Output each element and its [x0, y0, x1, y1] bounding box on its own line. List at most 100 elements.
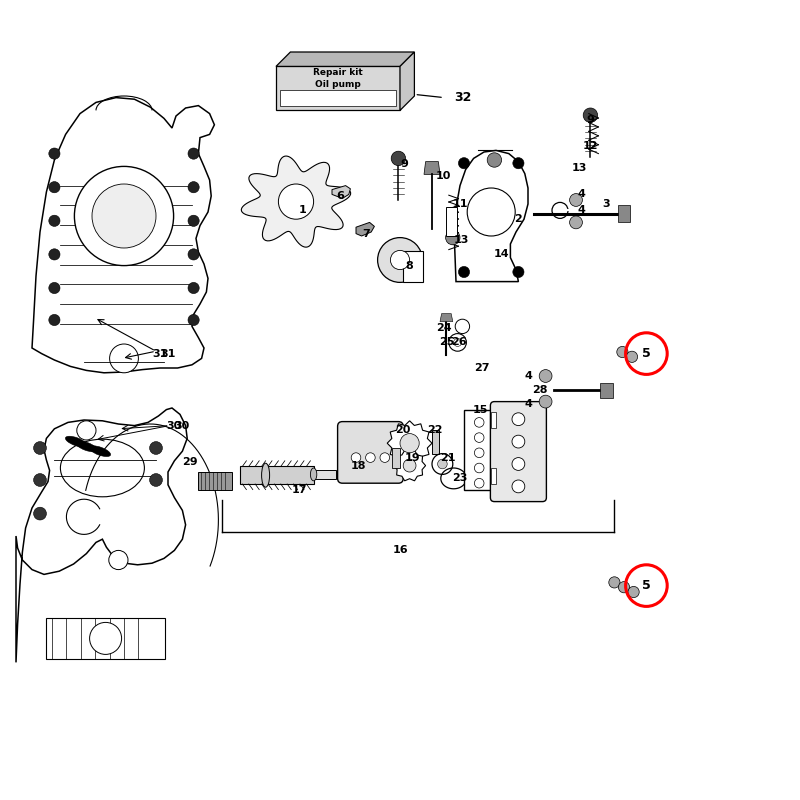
Polygon shape [387, 421, 432, 466]
Circle shape [467, 188, 515, 236]
Polygon shape [16, 408, 187, 662]
Text: 23: 23 [452, 474, 468, 483]
Text: 3: 3 [602, 199, 610, 209]
Text: 13: 13 [454, 235, 470, 245]
Circle shape [188, 148, 199, 159]
Circle shape [188, 182, 199, 193]
Circle shape [380, 453, 390, 462]
Text: 2: 2 [514, 214, 522, 224]
Text: 4: 4 [524, 399, 532, 409]
Circle shape [49, 182, 60, 193]
Circle shape [474, 418, 484, 427]
Circle shape [513, 158, 524, 169]
Circle shape [110, 344, 138, 373]
Circle shape [49, 314, 60, 326]
Text: 17: 17 [291, 485, 307, 494]
Polygon shape [356, 222, 374, 236]
Ellipse shape [262, 463, 270, 487]
Circle shape [34, 507, 46, 520]
Text: 29: 29 [182, 457, 198, 466]
Text: 4: 4 [578, 205, 586, 214]
Text: 9: 9 [401, 159, 409, 169]
Circle shape [474, 463, 484, 473]
Circle shape [513, 266, 524, 278]
Circle shape [617, 346, 628, 358]
Text: 26: 26 [451, 337, 467, 346]
Circle shape [49, 148, 60, 159]
Circle shape [391, 151, 406, 166]
Circle shape [278, 184, 314, 219]
Circle shape [351, 453, 361, 462]
Ellipse shape [61, 439, 145, 497]
Bar [240, 466, 314, 484]
Circle shape [454, 338, 462, 346]
Circle shape [512, 458, 525, 470]
Circle shape [77, 421, 96, 440]
Circle shape [150, 442, 162, 454]
Circle shape [512, 480, 525, 493]
FancyBboxPatch shape [338, 422, 403, 483]
Text: 25: 25 [438, 337, 454, 346]
Text: 28: 28 [532, 386, 548, 395]
Circle shape [366, 453, 375, 462]
Polygon shape [454, 150, 528, 282]
Polygon shape [332, 186, 350, 198]
Text: 18: 18 [350, 461, 366, 470]
Circle shape [570, 194, 582, 206]
Circle shape [109, 550, 128, 570]
Ellipse shape [76, 441, 97, 452]
Bar [314, 470, 336, 479]
Text: 31: 31 [160, 349, 175, 358]
Circle shape [188, 314, 199, 326]
Polygon shape [600, 383, 613, 398]
Polygon shape [276, 52, 414, 66]
Text: 19: 19 [405, 453, 421, 462]
Circle shape [188, 249, 199, 260]
Text: 32: 32 [454, 91, 472, 104]
Text: 20: 20 [394, 425, 410, 434]
Bar [403, 251, 423, 282]
Circle shape [403, 459, 416, 472]
Bar [491, 468, 496, 484]
Text: 31: 31 [152, 349, 168, 358]
Polygon shape [32, 98, 214, 373]
Polygon shape [242, 156, 350, 247]
Circle shape [150, 474, 162, 486]
Text: 1: 1 [298, 205, 306, 214]
Circle shape [618, 582, 630, 593]
Text: 5: 5 [642, 579, 650, 592]
Circle shape [539, 370, 552, 382]
Bar [392, 448, 400, 468]
Text: 13: 13 [571, 163, 587, 173]
Circle shape [92, 184, 156, 248]
Polygon shape [618, 205, 630, 222]
Circle shape [188, 215, 199, 226]
Text: 6: 6 [336, 191, 344, 201]
Text: 5: 5 [642, 347, 650, 360]
Circle shape [474, 448, 484, 458]
Polygon shape [400, 52, 414, 110]
Circle shape [400, 434, 419, 453]
Circle shape [458, 266, 470, 278]
Circle shape [539, 395, 552, 408]
Circle shape [49, 215, 60, 226]
Circle shape [474, 478, 484, 488]
Circle shape [34, 442, 46, 454]
Bar [464, 410, 494, 490]
Circle shape [378, 238, 422, 282]
Text: 24: 24 [436, 323, 452, 333]
Text: 16: 16 [392, 546, 408, 555]
Text: 27: 27 [474, 363, 490, 373]
Text: 8: 8 [405, 261, 413, 270]
Text: 4: 4 [578, 189, 586, 198]
Circle shape [512, 413, 525, 426]
Circle shape [626, 351, 638, 362]
Ellipse shape [310, 468, 317, 481]
Circle shape [446, 230, 460, 245]
Polygon shape [424, 162, 440, 174]
Circle shape [49, 249, 60, 260]
Circle shape [628, 586, 639, 598]
Bar [491, 412, 496, 428]
Circle shape [474, 433, 484, 442]
Circle shape [74, 166, 174, 266]
